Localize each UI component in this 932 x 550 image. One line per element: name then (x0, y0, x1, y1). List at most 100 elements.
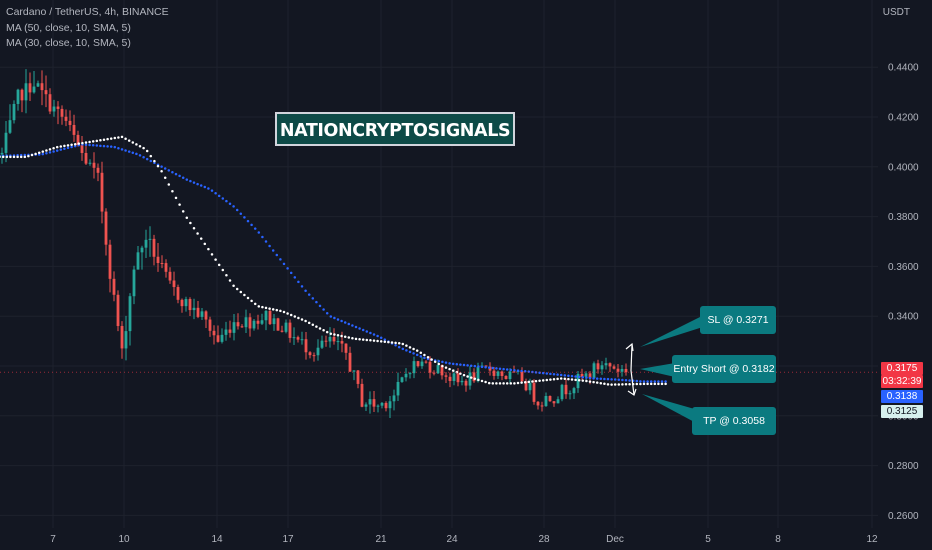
candle (528, 378, 532, 395)
candle (508, 368, 512, 385)
ma-point (163, 176, 167, 180)
candle-body (92, 162, 96, 168)
candle-body (104, 211, 108, 245)
candle (340, 331, 344, 353)
ma-point (484, 380, 487, 384)
ma-point (300, 285, 304, 288)
ma-point (95, 144, 99, 147)
ma-blue-price-badge: 0.3138 (881, 390, 923, 403)
candle (212, 325, 216, 345)
ma-point (41, 152, 45, 156)
ma-point (516, 369, 520, 372)
candle (156, 243, 160, 272)
candles[interactable] (0, 69, 628, 418)
ma-point (394, 341, 397, 345)
ma-point (9, 155, 12, 159)
ma-point (37, 151, 41, 154)
candle (400, 376, 404, 383)
candle (56, 101, 60, 125)
candle (244, 309, 248, 333)
candle (28, 72, 32, 102)
y-axis[interactable]: 0.44000.42000.40000.38000.36000.34000.32… (888, 63, 919, 522)
ma-point (592, 377, 595, 380)
candle-body (588, 373, 592, 379)
ma-point (495, 367, 498, 370)
ma-point (138, 154, 142, 157)
ma-point (653, 382, 657, 386)
indicator-ma50-label[interactable]: MA (50, close, 10, SMA, 5) (6, 22, 131, 34)
ma-point (480, 365, 484, 369)
ma-point (304, 319, 307, 323)
candle (240, 324, 244, 328)
candle-body (232, 322, 236, 333)
ma-point (185, 178, 189, 181)
candle-body (580, 373, 584, 377)
candle-body (336, 341, 340, 343)
ma-point (477, 378, 480, 382)
ma-point (351, 324, 354, 327)
candle (504, 375, 508, 380)
ma-point (279, 309, 282, 313)
candle (72, 114, 76, 142)
ma-point (189, 221, 192, 225)
candle-body (36, 83, 40, 87)
candle-body (292, 337, 296, 339)
candle (620, 364, 624, 377)
ma-point (642, 380, 646, 383)
ma-point (149, 159, 153, 163)
candle-body (228, 329, 232, 333)
candle (116, 290, 120, 332)
candle-body (96, 167, 100, 173)
ma-point (552, 378, 556, 381)
x-axis[interactable]: 7 10 14 17 21 24 28 Dec 5 8 12 (50, 534, 878, 545)
candle-body (528, 382, 532, 391)
countdown-badge: 03:32:39 (881, 375, 923, 388)
y-tick-label: 0.3400 (888, 312, 919, 323)
indicator-ma30-label[interactable]: MA (30, close, 10, SMA, 5) (6, 37, 131, 49)
ma-point (531, 380, 534, 383)
candle-body (444, 375, 448, 377)
ma-point (106, 137, 109, 141)
ma-point (441, 360, 444, 364)
ma-point (127, 150, 131, 153)
candle-body (468, 372, 472, 386)
ma-point (491, 382, 495, 385)
ma-point (225, 199, 228, 203)
ma-point (318, 327, 322, 330)
candle-body (200, 311, 204, 317)
ma-point (606, 383, 610, 386)
stop-loss-callout: SL @ 0.3271 (700, 306, 776, 334)
candle (108, 239, 112, 293)
candle (372, 390, 376, 413)
candle-body (496, 371, 500, 376)
ma-point (657, 382, 660, 386)
candle (112, 271, 116, 302)
candle-body (136, 252, 140, 270)
ma-point (639, 382, 642, 386)
ma-point (45, 152, 48, 155)
candle (524, 378, 528, 392)
candle (608, 362, 612, 373)
ma-point (592, 380, 595, 384)
candle-body (524, 381, 528, 391)
ma-point (595, 377, 599, 380)
candle-body (400, 377, 404, 382)
entry-pointer (640, 363, 675, 377)
ma-point (646, 382, 649, 386)
candle (168, 267, 172, 284)
candle (92, 152, 96, 179)
ma-point (253, 302, 257, 306)
ma-point (73, 144, 77, 148)
candle-body (616, 368, 620, 372)
ma-point (189, 179, 192, 183)
candle (468, 366, 472, 390)
candle-body (304, 339, 308, 353)
candle (284, 319, 288, 334)
candle-body (504, 376, 508, 379)
candle-body (340, 341, 344, 344)
candle-body (224, 329, 228, 335)
candle (264, 309, 268, 331)
candle (152, 234, 156, 266)
ma-point (124, 149, 127, 152)
